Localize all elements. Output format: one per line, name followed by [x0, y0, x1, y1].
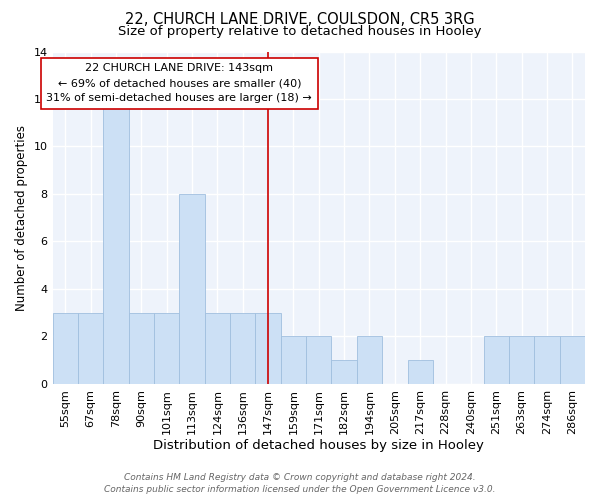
Bar: [154, 312, 179, 384]
Bar: [205, 312, 230, 384]
Bar: [78, 312, 103, 384]
Bar: [103, 99, 128, 384]
Bar: [179, 194, 205, 384]
Bar: [281, 336, 306, 384]
Bar: [256, 312, 281, 384]
Bar: [306, 336, 331, 384]
Bar: [357, 336, 382, 384]
Bar: [509, 336, 534, 384]
Bar: [534, 336, 560, 384]
Text: Size of property relative to detached houses in Hooley: Size of property relative to detached ho…: [118, 25, 482, 38]
Bar: [560, 336, 585, 384]
X-axis label: Distribution of detached houses by size in Hooley: Distribution of detached houses by size …: [154, 440, 484, 452]
Bar: [128, 312, 154, 384]
Bar: [484, 336, 509, 384]
Bar: [407, 360, 433, 384]
Bar: [230, 312, 256, 384]
Bar: [53, 312, 78, 384]
Text: Contains HM Land Registry data © Crown copyright and database right 2024.
Contai: Contains HM Land Registry data © Crown c…: [104, 472, 496, 494]
Text: 22, CHURCH LANE DRIVE, COULSDON, CR5 3RG: 22, CHURCH LANE DRIVE, COULSDON, CR5 3RG: [125, 12, 475, 28]
Y-axis label: Number of detached properties: Number of detached properties: [15, 124, 28, 310]
Bar: [331, 360, 357, 384]
Text: 22 CHURCH LANE DRIVE: 143sqm
← 69% of detached houses are smaller (40)
31% of se: 22 CHURCH LANE DRIVE: 143sqm ← 69% of de…: [46, 64, 312, 103]
